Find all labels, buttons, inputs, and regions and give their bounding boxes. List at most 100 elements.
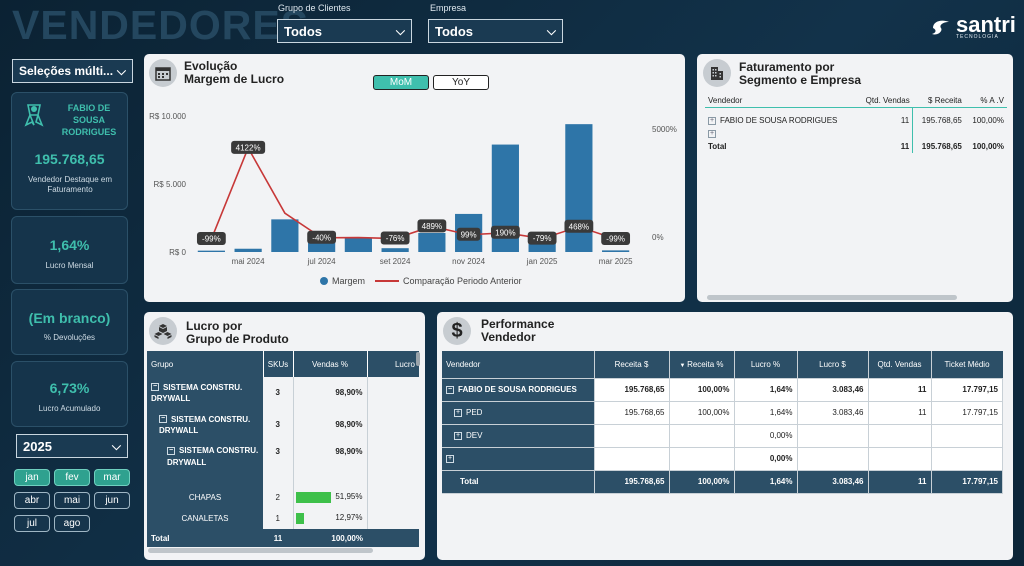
col-receita[interactable]: Receita $ xyxy=(594,351,670,379)
col-vendedor[interactable]: Vendedor xyxy=(442,351,595,379)
horizontal-scrollbar[interactable] xyxy=(707,295,957,300)
logo-mark-icon xyxy=(932,20,949,35)
bar-margem[interactable] xyxy=(271,219,299,252)
col-vendas[interactable]: Vendas % xyxy=(293,351,368,377)
calendar-icon xyxy=(149,59,177,87)
col-qtd[interactable]: Qtd. Vendas xyxy=(865,96,910,105)
month-jul[interactable]: jul xyxy=(14,515,50,532)
total-label: Total xyxy=(708,142,727,151)
col-skus[interactable]: SKUs xyxy=(263,351,294,377)
data-label: -99% xyxy=(202,235,221,244)
col-vendedor[interactable]: Vendedor xyxy=(708,96,743,105)
yoy-toggle[interactable]: YoY xyxy=(433,75,489,90)
expand-icon[interactable]: + xyxy=(446,454,454,463)
collapse-icon[interactable]: − xyxy=(167,446,175,455)
data-label-bg xyxy=(307,230,337,244)
expand-icon[interactable]: + xyxy=(708,129,716,138)
table-row: CANALETAS 1 12,97% xyxy=(147,508,419,529)
x-tick-label: set 2024 xyxy=(380,257,411,266)
boxes-icon xyxy=(149,317,177,345)
monthly-profit-label: Lucro Mensal xyxy=(45,261,94,270)
bar-margem[interactable] xyxy=(381,248,409,252)
expand-icon[interactable]: + xyxy=(708,116,716,125)
x-tick-label: jul 2024 xyxy=(307,257,337,266)
profit-group-panel: Lucro por Grupo de Produto Grupo SKUs Ven… xyxy=(144,312,425,560)
table-row: + DEV 0,00% xyxy=(442,424,1003,448)
top-seller-card: FABIO DE SOUSA RODRIGUES 195.768,65 Vend… xyxy=(11,92,128,210)
col-av[interactable]: % A .V xyxy=(980,96,1004,105)
expand-icon[interactable]: + xyxy=(454,408,462,417)
collapse-icon[interactable]: − xyxy=(151,383,159,392)
chevron-down-icon: ⌵ xyxy=(111,438,121,453)
table-row: − SISTEMA CONSTRU. DRYWALL 3 98,90% xyxy=(147,377,419,408)
table-row: − FABIO DE SOUSA RODRIGUES 195.768,65 100,… xyxy=(442,378,1003,402)
col-grupo[interactable]: Grupo xyxy=(147,351,264,377)
filter-group-select[interactable]: Todos ⌵ xyxy=(277,19,412,43)
selection-value: Seleções múlti... xyxy=(19,64,114,78)
x-tick-label: nov 2024 xyxy=(452,257,485,266)
filter-group-label: Grupo de Clientes xyxy=(278,3,351,13)
vertical-scrollbar[interactable] xyxy=(416,352,420,366)
data-label-bg xyxy=(456,227,481,241)
mom-toggle[interactable]: MoM xyxy=(373,75,429,90)
seller-performance-panel: $ Performance Vendedor Vendedor Receita $… xyxy=(437,312,1013,560)
top-seller-caption: Vendedor Destaque em Faturamento xyxy=(27,175,113,194)
chevron-down-icon: ⌵ xyxy=(395,23,405,38)
year-value: 2025 xyxy=(23,438,52,454)
bar-margem[interactable] xyxy=(565,124,593,252)
santri-logo: santri TECNOLOGIA xyxy=(930,14,1016,40)
month-jun[interactable]: jun xyxy=(94,492,130,509)
filter-company-select[interactable]: Todos ⌵ xyxy=(428,19,563,43)
total-row: Total 195.768,65 100,00% 1,64% 3.083,46 11 17.… xyxy=(442,470,1003,494)
evolution-title: Evolução Margem de Lucro xyxy=(184,59,285,86)
x-tick-label: mar 2025 xyxy=(599,257,633,266)
data-label: 190% xyxy=(495,228,515,237)
col-receita[interactable]: $ Receita xyxy=(928,96,962,105)
collapse-icon[interactable]: − xyxy=(159,415,167,424)
y-tick-label: R$ 10.000 xyxy=(149,112,186,121)
col-lucro-pct[interactable]: Lucro % xyxy=(734,351,798,379)
chart-legend: Margem Comparação Periodo Anterior xyxy=(320,276,522,286)
bar-margem[interactable] xyxy=(234,248,262,252)
collapse-icon[interactable]: − xyxy=(446,385,454,394)
total-row: Total 11 100,00% xyxy=(147,529,419,547)
legend-margem: Margem xyxy=(332,276,366,286)
col-lucro[interactable]: Lucro xyxy=(394,359,415,369)
bar-margem[interactable] xyxy=(602,250,630,252)
legend-comparacao: Comparação Periodo Anterior xyxy=(403,276,522,286)
col-qtd[interactable]: Qtd. Vendas xyxy=(868,351,932,379)
data-label-bg xyxy=(490,225,520,239)
month-mar[interactable]: mar xyxy=(94,469,130,486)
table-row: + FABIO DE SOUSA RODRIGUES xyxy=(708,116,838,125)
month-jan[interactable]: jan xyxy=(14,469,50,486)
month-mai[interactable]: mai xyxy=(54,492,90,509)
accumulated-profit-value: 6,73% xyxy=(49,380,90,396)
year-dropdown[interactable]: 2025 ⌵ xyxy=(16,434,128,458)
revenue-segment-title: Faturamento por Segmento e Empresa xyxy=(739,60,862,87)
building-icon xyxy=(703,59,731,87)
data-label-bg xyxy=(564,219,594,233)
bar-margem[interactable] xyxy=(197,250,225,252)
accumulated-profit-card: 6,73% Lucro Acumulado xyxy=(11,361,128,427)
col-lucro[interactable]: Lucro $ xyxy=(797,351,869,379)
selection-dropdown[interactable]: Seleções múlti... ⌵ xyxy=(12,59,133,83)
bar-margem[interactable] xyxy=(344,237,372,252)
bar-margem[interactable] xyxy=(418,232,446,252)
y2-tick-label: 0% xyxy=(652,233,664,242)
month-abr[interactable]: abr xyxy=(14,492,50,509)
sales-bar-chapas xyxy=(295,492,332,503)
seller-performance-table: Vendedor Receita $ ▼ Receita % Lucro % L… xyxy=(442,351,1003,494)
col-ticket[interactable]: Ticket Médio xyxy=(931,351,1003,379)
returns-value: (Em branco) xyxy=(28,310,111,326)
expand-icon[interactable]: + xyxy=(454,431,462,440)
monthly-profit-value: 1,64% xyxy=(49,237,90,253)
col-receita-pct[interactable]: ▼ Receita % xyxy=(669,351,735,379)
month-ago[interactable]: ago xyxy=(54,515,90,532)
data-label: 489% xyxy=(422,222,442,231)
page-title: VENDEDORES xyxy=(12,2,310,48)
chevron-down-icon: ⌵ xyxy=(116,63,126,78)
data-label-bg xyxy=(196,232,226,246)
horizontal-scrollbar[interactable] xyxy=(148,548,373,553)
table-row: + PED 195.768,65 100,00% 1,64% 3.083,46 11 17.… xyxy=(442,401,1003,425)
month-fev[interactable]: fev xyxy=(54,469,90,486)
